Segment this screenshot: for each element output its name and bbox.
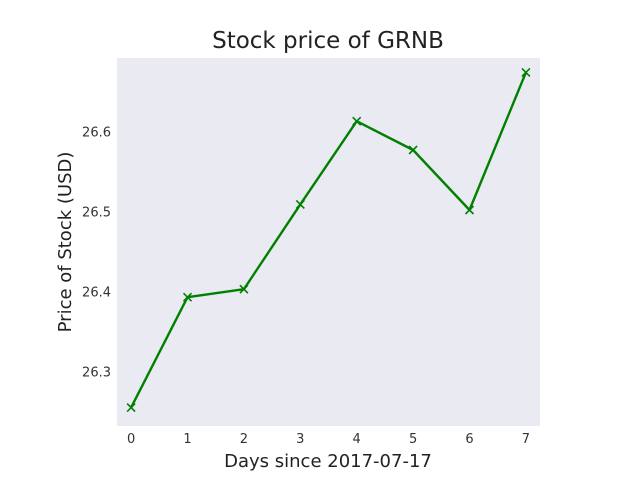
data-point-marker	[182, 292, 193, 302]
x-tick-label: 0	[127, 432, 135, 447]
data-point-marker	[239, 284, 249, 294]
data-point-marker	[521, 67, 531, 77]
y-tick-label: 26.6	[82, 126, 111, 141]
x-tick-label: 1	[183, 432, 191, 447]
series-line	[130, 71, 528, 409]
y-axis-label: Price of Stock (USD)	[55, 152, 76, 333]
data-point-marker	[464, 205, 475, 215]
data-point-marker	[126, 403, 136, 413]
x-tick-label: 4	[353, 432, 361, 447]
y-axis-ticks: 26.3 26.4 26.5 26.6	[82, 126, 111, 381]
data-point-marker	[352, 116, 362, 126]
x-tick-label: 2	[240, 432, 248, 447]
price-series	[126, 67, 531, 413]
x-axis-ticks: 0 1 2 3 4 5 6 7	[127, 432, 530, 447]
data-point-marker	[408, 145, 418, 155]
data-point-marker	[295, 199, 305, 209]
chart-title: Stock price of GRNB	[212, 28, 444, 54]
x-tick-label: 7	[522, 432, 530, 447]
x-tick-label: 5	[409, 432, 417, 447]
x-tick-label: 3	[296, 432, 304, 447]
y-tick-label: 26.3	[82, 366, 111, 381]
plot-area	[117, 58, 540, 426]
x-tick-label: 6	[465, 432, 473, 447]
y-tick-label: 26.4	[82, 286, 111, 301]
y-tick-label: 26.5	[82, 206, 111, 221]
x-axis-label: Days since 2017-07-17	[224, 451, 432, 472]
